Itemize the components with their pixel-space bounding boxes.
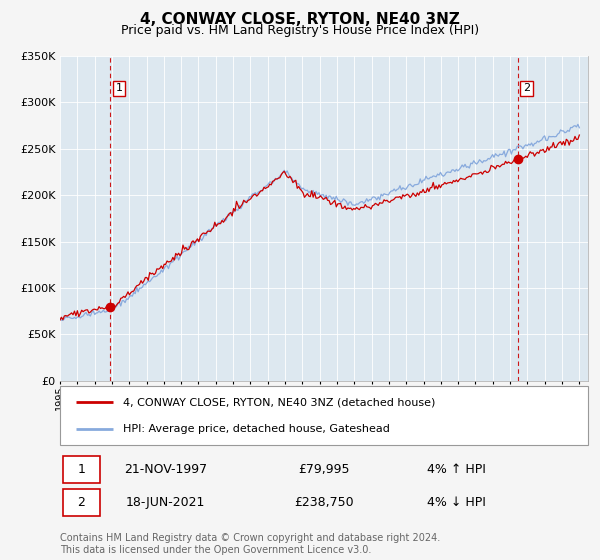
- Text: HPI: Average price, detached house, Gateshead: HPI: Average price, detached house, Gate…: [124, 424, 390, 434]
- Text: 4, CONWAY CLOSE, RYTON, NE40 3NZ (detached house): 4, CONWAY CLOSE, RYTON, NE40 3NZ (detach…: [124, 397, 436, 407]
- Text: Contains HM Land Registry data © Crown copyright and database right 2024.: Contains HM Land Registry data © Crown c…: [60, 533, 440, 543]
- Text: 1: 1: [115, 83, 122, 94]
- Text: 2: 2: [523, 83, 530, 94]
- Text: £79,995: £79,995: [298, 463, 350, 476]
- Text: This data is licensed under the Open Government Licence v3.0.: This data is licensed under the Open Gov…: [60, 545, 371, 555]
- FancyBboxPatch shape: [62, 489, 100, 516]
- Text: 4, CONWAY CLOSE, RYTON, NE40 3NZ: 4, CONWAY CLOSE, RYTON, NE40 3NZ: [140, 12, 460, 27]
- Text: 2: 2: [77, 496, 85, 510]
- Text: 4% ↑ HPI: 4% ↑ HPI: [427, 463, 485, 476]
- Text: 1: 1: [77, 463, 85, 476]
- Text: Price paid vs. HM Land Registry's House Price Index (HPI): Price paid vs. HM Land Registry's House …: [121, 24, 479, 38]
- Text: 4% ↓ HPI: 4% ↓ HPI: [427, 496, 485, 510]
- FancyBboxPatch shape: [62, 456, 100, 483]
- Text: 21-NOV-1997: 21-NOV-1997: [124, 463, 207, 476]
- Text: £238,750: £238,750: [294, 496, 354, 510]
- Text: 18-JUN-2021: 18-JUN-2021: [126, 496, 205, 510]
- FancyBboxPatch shape: [60, 386, 588, 445]
